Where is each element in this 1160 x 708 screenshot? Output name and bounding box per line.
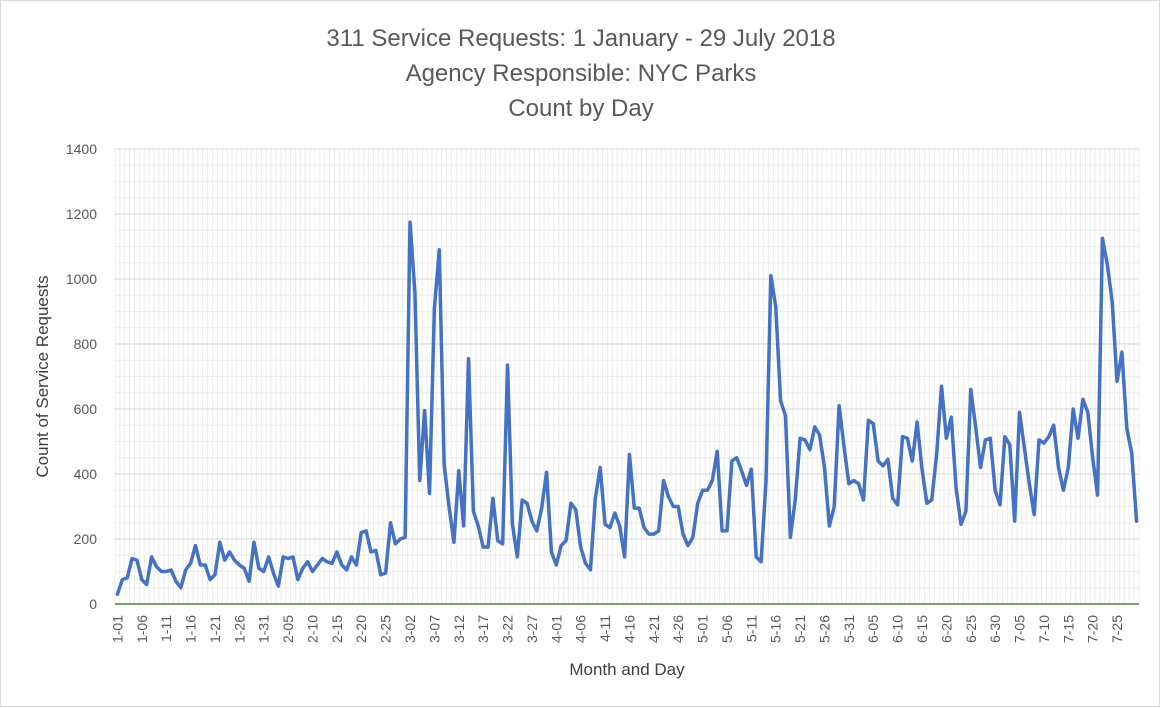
- x-tick-label: 1-06: [134, 615, 150, 643]
- x-tick-label: 6-20: [938, 615, 954, 643]
- x-tick-label: 1-31: [256, 615, 272, 643]
- chart-title: 311 Service Requests: 1 January - 29 Jul…: [326, 25, 835, 122]
- x-tick-label: 7-15: [1060, 615, 1076, 643]
- x-tick-label: 7-20: [1085, 615, 1101, 643]
- x-tick-label: 5-26: [816, 615, 832, 643]
- x-tick-label: 2-20: [353, 615, 369, 643]
- y-tick-label: 1200: [66, 206, 97, 222]
- y-tick-label: 0: [89, 596, 97, 612]
- x-tick-label: 4-16: [621, 615, 637, 643]
- x-tick-label: 1-11: [158, 615, 174, 642]
- x-tick-label: 6-05: [865, 615, 881, 643]
- y-tick-label: 600: [74, 401, 98, 417]
- x-tick-label: 6-10: [890, 615, 906, 643]
- x-tick-label: 5-01: [695, 615, 711, 643]
- series-line: [115, 220, 1139, 596]
- x-tick-label: 1-21: [207, 615, 223, 643]
- x-axis: 1-01 1-06 1-11 1-16 1-21 1-26 1-31 2-05 2-10 2-15…: [109, 603, 1139, 643]
- x-tick-label: 2-05: [280, 615, 296, 643]
- title-line: Agency Responsible: NYC Parks: [406, 60, 757, 87]
- x-tick-label: 6-25: [963, 615, 979, 643]
- y-tick-label: 1400: [66, 141, 97, 157]
- x-axis-title: Month and Day: [569, 660, 685, 679]
- y-tick-label: 200: [74, 531, 98, 547]
- x-tick-label: 4-21: [646, 615, 662, 643]
- x-tick-label: 3-17: [475, 615, 491, 643]
- x-tick-label: 5-31: [841, 615, 857, 643]
- x-tick-label: 7-10: [1036, 615, 1052, 643]
- y-tick-label: 400: [74, 466, 98, 482]
- x-tick-label: 5-16: [768, 615, 784, 643]
- title-line: Count by Day: [508, 95, 653, 122]
- x-tick-label: 1-26: [231, 615, 247, 643]
- x-tick-label: 3-02: [402, 615, 418, 643]
- x-tick-label: 5-21: [792, 615, 808, 643]
- x-tick-label: 2-25: [378, 615, 394, 643]
- x-tick-label: 3-12: [451, 615, 467, 643]
- x-tick-label: 2-10: [304, 615, 320, 643]
- title-line: 311 Service Requests: 1 January - 29 Jul…: [326, 25, 835, 52]
- x-tick-label: 4-26: [670, 615, 686, 643]
- x-tick-label: 3-22: [500, 615, 516, 643]
- x-tick-label: 6-15: [914, 615, 930, 643]
- series-layer: [115, 220, 1139, 596]
- x-tick-label: 1-01: [109, 615, 125, 643]
- x-tick-label: 6-30: [987, 615, 1003, 643]
- y-axis: 0 200 400 600 800 1000 1200 1400: [66, 141, 97, 612]
- x-tick-label: 5-06: [719, 615, 735, 643]
- y-tick-label: 800: [74, 336, 98, 352]
- x-tick-label: 4-11: [597, 615, 613, 642]
- x-tick-label: 3-07: [426, 615, 442, 643]
- y-tick-label: 1000: [66, 271, 97, 287]
- x-tick-label: 2-15: [329, 615, 345, 643]
- gridlines: [114, 148, 1140, 605]
- x-tick-label: 1-16: [183, 615, 199, 643]
- x-tick-label: 3-27: [524, 615, 540, 643]
- x-tick-label: 7-05: [1012, 615, 1028, 643]
- x-tick-label: 4-06: [573, 615, 589, 643]
- y-axis-title: Count of Service Requests: [33, 275, 52, 477]
- x-tick-label: 5-11: [743, 615, 759, 642]
- x-tick-label: 7-25: [1109, 615, 1125, 643]
- x-tick-label: 4-01: [548, 615, 564, 643]
